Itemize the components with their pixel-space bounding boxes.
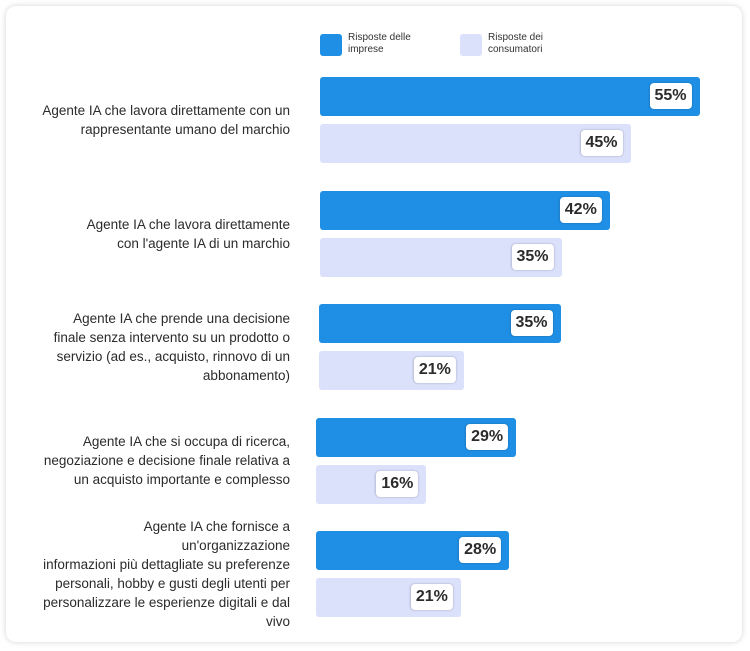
data-label-imprese: 28% [459,537,502,563]
legend-swatch-imprese [320,34,342,56]
data-label-consumatori: 16% [376,470,419,497]
legend-item-consumatori: Risposte dei consumatori [460,32,568,56]
data-label-imprese: 35% [510,310,553,336]
category-label: Agente IA che lavora direttamente con l'a… [86,216,290,251]
data-label-imprese: 29% [466,423,509,450]
data-label-imprese: 42% [559,196,602,223]
category-label: Agente IA che fornisce a un'organizzazio… [43,519,290,629]
legend-label-imprese: Risposte delle imprese [348,32,411,55]
data-label-consumatori: 45% [580,130,623,156]
data-label-imprese: 55% [649,83,692,109]
data-label-consumatori: 21% [413,357,456,383]
legend-label-consumatori: Risposte dei consumatori [488,32,544,55]
legend-swatch-consumatori [460,34,482,56]
data-label-consumatori: 35% [511,243,554,270]
bar-imprese [320,77,700,116]
category-label: Agente IA che prende una decisione finale… [53,311,290,383]
category-label: Agente IA che lavora direttamente con un… [42,103,290,137]
bar-consumatori [320,124,631,163]
data-label-consumatori: 21% [410,584,453,610]
legend-item-imprese: Risposte delle imprese [320,32,428,56]
category-label: Agente IA che si occupa di ricerca, negoz… [43,434,290,487]
